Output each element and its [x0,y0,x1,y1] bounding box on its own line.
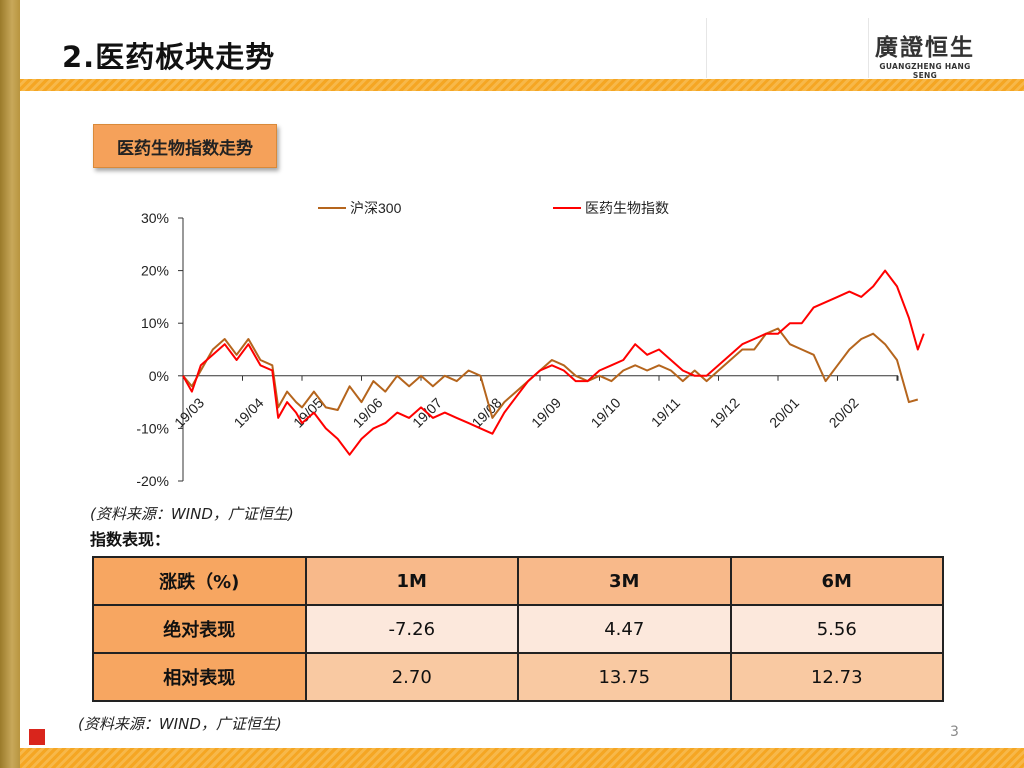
chart-section-label: 医药生物指数走势 [93,124,277,168]
table-row-relative: 相对表现 2.70 13.75 12.73 [92,652,944,702]
brand-logo: 廣證恒生 GUANGZHENG HANG SENG [873,34,977,80]
x-tick-label: 19/10 [588,394,624,430]
x-tick-label: 20/02 [826,394,862,430]
x-tick-label: 20/01 [766,394,802,430]
row-label-relative: 相对表现 [92,652,307,702]
performance-table: 涨跌（%) 1M 3M 6M 绝对表现 -7.26 4.47 5.56 相对表现… [92,556,944,702]
header-band [20,79,1024,91]
cell-relative-1m: 2.70 [304,652,519,702]
legend-label: 医药生物指数 [585,200,669,216]
column-header-1m: 1M [304,556,519,606]
x-tick-label: 19/11 [648,394,684,430]
cell-absolute-6m: 5.56 [729,604,944,654]
header-divider [706,18,707,78]
y-tick-label: 0% [149,368,169,384]
table-row-absolute: 绝对表现 -7.26 4.47 5.56 [92,604,944,654]
series-line [182,269,925,456]
y-tick-label: 10% [141,315,169,331]
cell-absolute-1m: -7.26 [304,604,519,654]
x-tick-label: 19/09 [528,394,564,430]
table-source-note: (资料来源：WIND，广证恒生) [78,715,282,733]
y-tick-label: -10% [136,420,169,436]
column-header-6m: 6M [729,556,944,606]
page-number: 3 [950,724,959,740]
y-tick-label: 30% [141,210,169,226]
cell-relative-3m: 13.75 [517,652,732,702]
page-title: 2.医药板块走势 [62,40,276,74]
chart-source-note: (资料来源：WIND，广证恒生) [90,505,294,523]
table-corner-header: 涨跌（%) [92,556,307,606]
x-tick-label: 19/03 [171,394,207,430]
x-tick-label: 19/12 [707,394,743,430]
row-label-absolute: 绝对表现 [92,604,307,654]
cell-relative-6m: 12.73 [729,652,944,702]
header-divider-2 [868,18,869,78]
corner-mark [29,729,45,745]
left-decor-bar [0,0,20,768]
table-header-row: 涨跌（%) 1M 3M 6M [92,556,944,606]
legend-label: 沪深300 [350,200,402,216]
logo-english-name: GUANGZHENG HANG SENG [879,62,971,80]
line-chart: 30%20%10%0%-10%-20%19/03 19/04 19/05 19/06 1… [136,200,925,489]
cell-absolute-3m: 4.47 [517,604,732,654]
y-tick-label: -20% [136,473,169,489]
x-tick-label: 19/04 [231,394,267,430]
column-header-3m: 3M [517,556,732,606]
footer-band [20,748,1024,768]
table-heading: 指数表现： [90,530,171,549]
logo-chinese-name: 廣證恒生 [875,35,975,61]
y-tick-label: 20% [141,263,169,279]
